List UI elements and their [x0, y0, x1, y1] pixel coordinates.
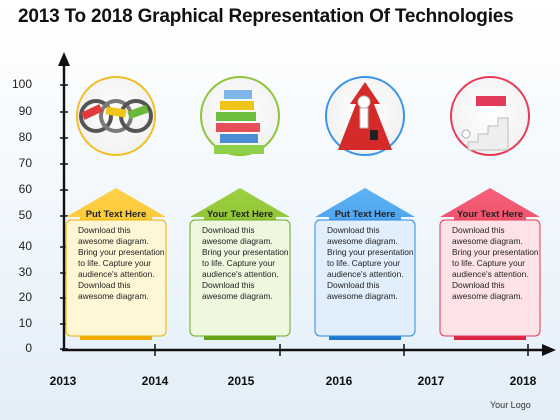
- stairs-to-top-success-icon: [450, 76, 530, 156]
- x-tick-label: 2013: [49, 374, 77, 388]
- y-tick-label: 80: [18, 130, 32, 144]
- card-heading: Your Text Here: [206, 209, 274, 220]
- partnership-leadership-success-icon: [76, 76, 156, 156]
- y-tick-label: 0: [25, 341, 32, 355]
- card-heading: Put Text Here: [85, 209, 147, 220]
- y-tick-label: 40: [18, 239, 32, 253]
- card-arrow-3: [314, 188, 416, 340]
- card-body-text: Download this awesome diagram. Bring you…: [452, 225, 539, 301]
- x-tick-label: 2018: [509, 374, 537, 388]
- person-on-rising-arrow-icon: [325, 76, 405, 156]
- x-tick-label: 2015: [227, 374, 255, 388]
- x-tick-label: 2016: [325, 374, 353, 388]
- team-plan-career-skills-brand-success-icon: [200, 76, 280, 156]
- y-tick-label: 60: [18, 182, 32, 196]
- y-tick-label: 20: [18, 290, 32, 304]
- footer-logo: Your Logo: [490, 400, 531, 410]
- y-tick-label: 10: [18, 316, 32, 330]
- y-tick-label: 70: [18, 156, 32, 170]
- card-arrow-4: [439, 188, 541, 340]
- card-heading: Put Text Here: [334, 209, 396, 220]
- x-tick-label: 2014: [141, 374, 169, 388]
- page-title: 2013 To 2018 Graphical Representation Of…: [18, 6, 514, 27]
- y-tick-label: 30: [18, 265, 32, 279]
- y-tick-label: 100: [11, 77, 32, 91]
- y-tick-label: 50: [18, 208, 32, 222]
- card-arrow-1: [65, 188, 167, 340]
- x-tick-label: 2017: [417, 374, 445, 388]
- card-body-text: Download this awesome diagram. Bring you…: [202, 225, 289, 301]
- card-arrow-2: [189, 188, 291, 340]
- card-body-text: Download this awesome diagram. Bring you…: [327, 225, 414, 301]
- x-axis-arrowhead: [542, 344, 556, 356]
- card-body-text: Download this awesome diagram. Bring you…: [78, 225, 165, 301]
- card-heading: Your Text Here: [456, 209, 524, 220]
- y-axis-arrowhead: [58, 52, 70, 66]
- y-tick-label: 90: [18, 104, 32, 118]
